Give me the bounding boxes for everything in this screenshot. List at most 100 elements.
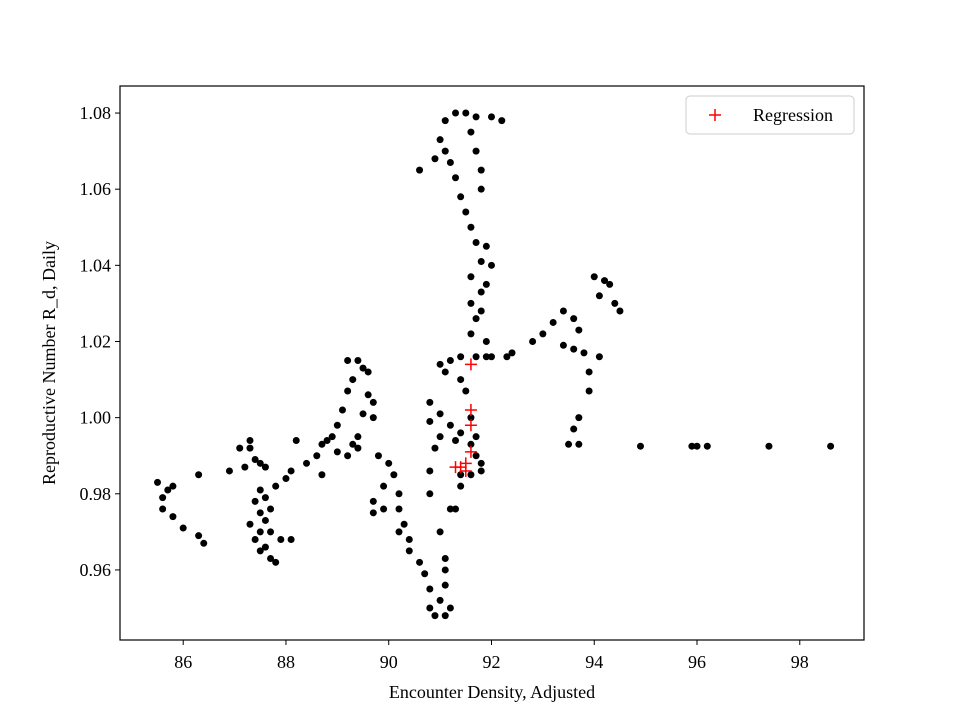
data-point <box>539 330 547 338</box>
data-point <box>267 505 275 513</box>
data-point <box>529 337 537 345</box>
data-point <box>441 147 449 155</box>
data-point <box>765 442 773 450</box>
data-point <box>261 543 269 551</box>
regression-point <box>464 445 477 458</box>
x-tick-label: 98 <box>791 652 809 672</box>
data-point <box>369 414 377 422</box>
data-point <box>472 452 480 460</box>
data-point <box>431 612 439 620</box>
data-point <box>477 467 485 475</box>
data-point <box>472 238 480 246</box>
data-point <box>195 532 203 540</box>
data-point <box>338 406 346 414</box>
legend-label: Regression <box>753 105 833 125</box>
data-point <box>287 467 295 475</box>
data-point <box>482 353 490 361</box>
data-point <box>703 442 711 450</box>
data-point <box>457 193 465 201</box>
x-tick-label: 96 <box>688 652 706 672</box>
data-point <box>570 425 578 433</box>
data-point <box>472 147 480 155</box>
y-tick-label: 1.06 <box>80 179 112 199</box>
data-point <box>344 387 352 395</box>
data-point <box>426 417 434 425</box>
data-point <box>457 376 465 384</box>
x-tick-label: 92 <box>482 652 500 672</box>
data-point <box>267 555 275 563</box>
data-point <box>256 509 264 517</box>
data-point <box>261 463 269 471</box>
data-point <box>359 364 367 372</box>
data-point <box>472 353 480 361</box>
data-point <box>349 376 357 384</box>
data-point <box>426 585 434 593</box>
data-point <box>359 410 367 418</box>
x-tick-label: 90 <box>380 652 398 672</box>
data-point <box>436 596 444 604</box>
y-tick-label: 0.98 <box>80 484 112 504</box>
data-point <box>159 494 167 502</box>
data-point <box>195 471 203 479</box>
data-point <box>503 353 511 361</box>
data-point <box>169 513 177 521</box>
plot-frame <box>119 85 865 641</box>
data-point <box>472 113 480 121</box>
data-point <box>236 444 244 452</box>
x-tick-label: 86 <box>174 652 192 672</box>
data-point <box>369 509 377 517</box>
data-point <box>441 581 449 589</box>
data-point <box>467 223 475 231</box>
data-point <box>441 566 449 574</box>
data-point <box>462 208 470 216</box>
data-point <box>549 318 557 326</box>
data-point <box>251 535 259 543</box>
data-point <box>169 482 177 490</box>
data-point <box>354 444 362 452</box>
data-point <box>349 440 357 448</box>
data-point <box>426 490 434 498</box>
data-point <box>446 604 454 612</box>
data-point <box>364 391 372 399</box>
data-point <box>251 497 259 505</box>
data-point <box>246 520 254 528</box>
data-point <box>416 166 424 174</box>
data-point <box>446 421 454 429</box>
data-point <box>457 482 465 490</box>
data-point <box>559 307 567 315</box>
data-point <box>441 612 449 620</box>
data-point <box>436 360 444 368</box>
data-point <box>482 337 490 345</box>
data-point <box>467 299 475 307</box>
data-point <box>328 433 336 441</box>
y-tick-label: 1.00 <box>80 408 112 428</box>
data-point <box>159 505 167 513</box>
x-tick-label: 88 <box>277 652 295 672</box>
data-point <box>344 452 352 460</box>
legend-box <box>685 95 855 135</box>
data-point <box>452 109 460 117</box>
regression-point <box>449 461 462 474</box>
y-tick-label: 1.04 <box>80 255 112 275</box>
data-point <box>498 117 506 125</box>
data-point <box>508 349 516 357</box>
data-point <box>261 494 269 502</box>
data-point <box>570 345 578 353</box>
regression-point <box>464 419 477 432</box>
data-point <box>436 410 444 418</box>
data-point <box>441 555 449 563</box>
data-point <box>580 349 588 357</box>
data-point <box>277 535 285 543</box>
data-point <box>303 459 311 467</box>
data-point <box>467 273 475 281</box>
data-point <box>606 280 614 288</box>
data-point <box>313 452 321 460</box>
data-point <box>154 478 162 486</box>
data-point <box>827 442 835 450</box>
data-point <box>344 357 352 365</box>
data-point <box>426 604 434 612</box>
x-tick-label: 94 <box>585 652 603 672</box>
data-point <box>693 442 701 450</box>
data-point <box>426 398 434 406</box>
